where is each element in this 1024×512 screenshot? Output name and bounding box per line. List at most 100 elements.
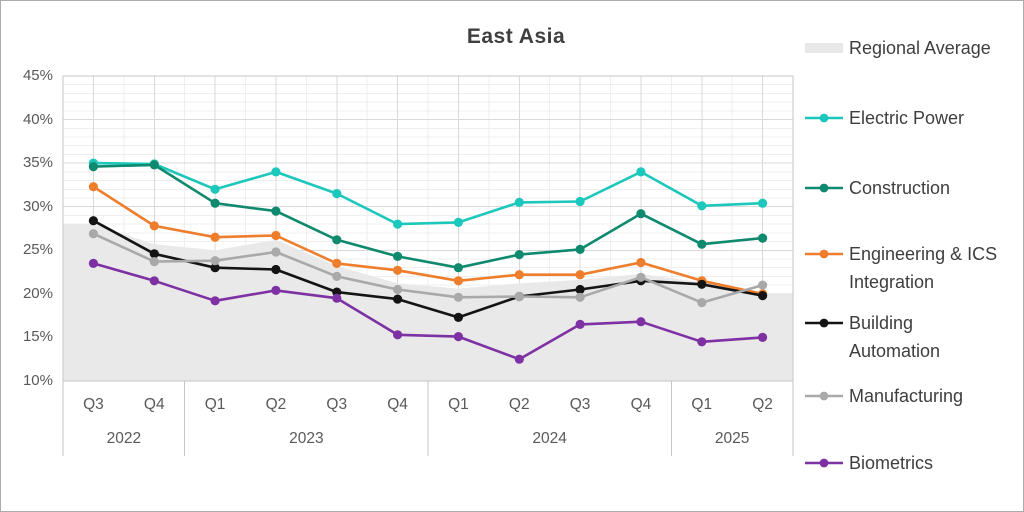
data-point bbox=[453, 312, 463, 322]
data-point bbox=[332, 189, 342, 199]
data-point bbox=[393, 294, 403, 304]
legend-dot bbox=[819, 318, 829, 328]
x-axis-quarter-label: Q3 bbox=[83, 396, 104, 413]
series-line-manufacturing bbox=[92, 232, 764, 304]
data-point bbox=[149, 249, 159, 259]
series-line-construction bbox=[92, 163, 764, 269]
legend-dot bbox=[819, 113, 829, 123]
data-point bbox=[271, 247, 281, 257]
data-point bbox=[758, 233, 768, 243]
data-point bbox=[271, 285, 281, 295]
legend-item-construction: Construction bbox=[799, 174, 950, 202]
data-point bbox=[149, 276, 159, 286]
y-axis-tick-label: 35% bbox=[22, 154, 53, 172]
data-point bbox=[393, 284, 403, 295]
data-point bbox=[575, 319, 585, 329]
x-axis-quarter-label: Q4 bbox=[143, 396, 165, 413]
data-point bbox=[271, 230, 281, 241]
line-marker-icon bbox=[799, 382, 849, 410]
area-regional-average bbox=[63, 224, 793, 381]
legend-line-sample bbox=[805, 318, 843, 328]
x-axis-quarter-label: Q2 bbox=[752, 396, 773, 413]
legend-dot bbox=[819, 458, 829, 468]
legend-dot bbox=[819, 183, 829, 193]
data-point bbox=[393, 251, 403, 261]
x-axis-year-label: 2025 bbox=[714, 430, 750, 447]
legend-area-swatch bbox=[805, 43, 843, 53]
data-point bbox=[636, 272, 646, 282]
data-point bbox=[210, 232, 220, 242]
data-point bbox=[88, 229, 98, 239]
legend-item-manufacturing: Manufacturing bbox=[799, 382, 963, 410]
y-axis-tick-label: 30% bbox=[22, 197, 53, 215]
data-point bbox=[271, 264, 281, 275]
data-point bbox=[88, 162, 98, 172]
data-point bbox=[697, 337, 707, 347]
legend-line-sample bbox=[805, 113, 843, 123]
legend-line-sample bbox=[805, 249, 843, 259]
legend-line-sample bbox=[805, 391, 843, 401]
line-marker-icon bbox=[799, 240, 849, 268]
data-point bbox=[210, 263, 220, 273]
x-axis-quarter-label: Q4 bbox=[630, 396, 652, 413]
legend-line-sample bbox=[805, 458, 843, 468]
data-point bbox=[575, 270, 585, 280]
data-point bbox=[758, 332, 768, 342]
data-point bbox=[393, 330, 403, 340]
series-line-biometrics bbox=[92, 262, 764, 361]
data-point bbox=[88, 182, 98, 192]
legend-item-building-automation: Building Automation bbox=[799, 309, 940, 365]
y-axis-tick-label: 45% bbox=[22, 67, 53, 84]
y-axis-tick-label: 20% bbox=[22, 284, 53, 302]
y-axis-tick-label: 40% bbox=[22, 110, 53, 128]
legend-line-sample bbox=[805, 183, 843, 193]
legend-item-biometrics: Biometrics bbox=[799, 449, 933, 477]
y-axis-tick-label: 10% bbox=[22, 372, 53, 389]
data-point bbox=[332, 271, 342, 281]
x-axis-year-label: 2022 bbox=[106, 430, 142, 447]
data-point bbox=[149, 221, 159, 231]
data-point bbox=[514, 291, 524, 302]
legend-item-label: Regional Average bbox=[849, 38, 991, 58]
legend-item-label: Manufacturing bbox=[849, 386, 964, 406]
data-point bbox=[210, 256, 220, 266]
data-point bbox=[88, 216, 98, 226]
x-axis-quarter-label: Q3 bbox=[326, 396, 348, 413]
legend-item-engineering-ics-integration: Engineering & ICS Integration bbox=[799, 240, 997, 296]
area-swatch-icon bbox=[799, 34, 849, 62]
data-point bbox=[271, 167, 281, 177]
data-point bbox=[453, 276, 463, 286]
x-axis-quarter-label: Q1 bbox=[204, 396, 226, 413]
legend-item-label: Biometrics bbox=[849, 453, 934, 473]
data-point bbox=[697, 201, 707, 211]
y-axis-tick-label: 15% bbox=[22, 328, 53, 346]
data-point bbox=[514, 270, 524, 280]
data-point bbox=[575, 196, 585, 207]
x-axis-quarter-label: Q2 bbox=[508, 396, 530, 413]
series-line-electric-power bbox=[92, 161, 764, 226]
data-point bbox=[453, 217, 463, 227]
data-point bbox=[758, 291, 768, 301]
data-point bbox=[88, 258, 98, 268]
data-point bbox=[453, 332, 463, 342]
data-point bbox=[575, 244, 585, 254]
legend-item-regional-average: Regional Average bbox=[799, 34, 991, 62]
data-point bbox=[514, 250, 524, 260]
legend-dot bbox=[819, 391, 829, 401]
data-point bbox=[393, 265, 403, 275]
data-point bbox=[393, 219, 403, 229]
data-point bbox=[575, 284, 585, 295]
x-axis-year-label: 2024 bbox=[532, 430, 567, 447]
line-marker-icon bbox=[799, 449, 849, 477]
line-marker-icon bbox=[799, 104, 849, 132]
legend-item-label: Construction bbox=[849, 178, 951, 198]
legend-item-label: Building Automation bbox=[849, 313, 941, 361]
line-marker-icon bbox=[799, 174, 849, 202]
data-point bbox=[453, 292, 463, 302]
data-point bbox=[332, 235, 342, 245]
data-point bbox=[697, 279, 707, 289]
data-point bbox=[575, 292, 585, 302]
x-axis-year-label: 2023 bbox=[289, 430, 324, 447]
